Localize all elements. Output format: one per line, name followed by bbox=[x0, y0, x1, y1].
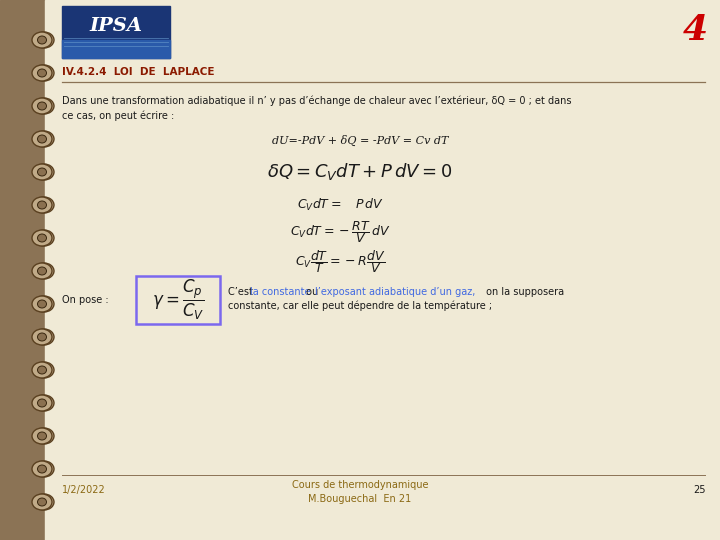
Ellipse shape bbox=[34, 131, 54, 147]
Text: l’exposant adiabatique d’un gaz,: l’exposant adiabatique d’un gaz, bbox=[315, 287, 475, 297]
Ellipse shape bbox=[34, 164, 54, 180]
Text: 4: 4 bbox=[683, 13, 708, 47]
Ellipse shape bbox=[34, 98, 54, 114]
Ellipse shape bbox=[32, 98, 52, 114]
Text: 25: 25 bbox=[694, 485, 706, 495]
Text: C’est: C’est bbox=[228, 287, 256, 297]
Ellipse shape bbox=[37, 168, 47, 176]
Ellipse shape bbox=[37, 234, 47, 242]
Text: constante, car elle peut dépendre de la température ;: constante, car elle peut dépendre de la … bbox=[228, 301, 492, 311]
Ellipse shape bbox=[34, 32, 54, 48]
Ellipse shape bbox=[37, 399, 47, 407]
Ellipse shape bbox=[37, 366, 47, 374]
Text: ou: ou bbox=[303, 287, 321, 297]
Ellipse shape bbox=[32, 230, 52, 246]
Ellipse shape bbox=[32, 197, 52, 213]
Text: IV.4.2.4  LOI  DE  LAPLACE: IV.4.2.4 LOI DE LAPLACE bbox=[62, 67, 215, 77]
Bar bbox=[62, 40, 170, 58]
Ellipse shape bbox=[37, 498, 47, 506]
Ellipse shape bbox=[32, 65, 52, 81]
Ellipse shape bbox=[37, 36, 47, 44]
Ellipse shape bbox=[34, 230, 54, 246]
Text: la constante: la constante bbox=[250, 287, 310, 297]
Bar bbox=[62, 6, 170, 58]
Ellipse shape bbox=[34, 395, 54, 411]
Ellipse shape bbox=[34, 461, 54, 477]
Ellipse shape bbox=[32, 296, 52, 312]
Bar bbox=[0, 0, 45, 540]
Text: $\gamma = \dfrac{C_p}{C_V}$: $\gamma = \dfrac{C_p}{C_V}$ bbox=[152, 278, 204, 322]
Ellipse shape bbox=[32, 395, 52, 411]
Text: Cours de thermodynamique
M.Bouguechal  En 21: Cours de thermodynamique M.Bouguechal En… bbox=[292, 480, 428, 504]
Ellipse shape bbox=[32, 32, 52, 48]
Text: on la supposera: on la supposera bbox=[483, 287, 564, 297]
Text: $\delta Q = C_V dT + P\, dV = 0$: $\delta Q = C_V dT + P\, dV = 0$ bbox=[267, 161, 453, 183]
Ellipse shape bbox=[34, 362, 54, 378]
Ellipse shape bbox=[34, 329, 54, 345]
Text: dU=-PdV + δQ = -PdV = Cv dT: dU=-PdV + δQ = -PdV = Cv dT bbox=[272, 134, 448, 146]
Ellipse shape bbox=[37, 465, 47, 473]
Ellipse shape bbox=[32, 329, 52, 345]
Ellipse shape bbox=[32, 131, 52, 147]
Text: $C_V dT = \quad P\, dV$: $C_V dT = \quad P\, dV$ bbox=[297, 197, 384, 213]
Ellipse shape bbox=[37, 69, 47, 77]
Ellipse shape bbox=[37, 432, 47, 440]
Ellipse shape bbox=[37, 201, 47, 209]
Text: $C_V dT = -\dfrac{RT}{V}\, dV$: $C_V dT = -\dfrac{RT}{V}\, dV$ bbox=[289, 219, 390, 245]
Ellipse shape bbox=[34, 65, 54, 81]
Text: $C_V \dfrac{dT}{T} = -R\dfrac{dV}{V}$: $C_V \dfrac{dT}{T} = -R\dfrac{dV}{V}$ bbox=[294, 248, 385, 275]
Ellipse shape bbox=[37, 333, 47, 341]
Ellipse shape bbox=[32, 428, 52, 444]
Ellipse shape bbox=[34, 263, 54, 279]
Ellipse shape bbox=[34, 296, 54, 312]
Ellipse shape bbox=[34, 428, 54, 444]
Ellipse shape bbox=[34, 197, 54, 213]
Text: Dans une transformation adiabatique il n’ y pas d’échange de chaleur avec l’exté: Dans une transformation adiabatique il n… bbox=[62, 95, 572, 121]
Ellipse shape bbox=[32, 362, 52, 378]
Ellipse shape bbox=[37, 135, 47, 143]
Text: 1/2/2022: 1/2/2022 bbox=[62, 485, 106, 495]
Ellipse shape bbox=[32, 461, 52, 477]
Ellipse shape bbox=[32, 164, 52, 180]
Ellipse shape bbox=[37, 300, 47, 308]
Ellipse shape bbox=[37, 267, 47, 275]
Text: On pose :: On pose : bbox=[62, 295, 109, 305]
Text: IPSA: IPSA bbox=[89, 17, 143, 35]
Ellipse shape bbox=[32, 263, 52, 279]
FancyBboxPatch shape bbox=[136, 276, 220, 324]
Ellipse shape bbox=[32, 494, 52, 510]
Ellipse shape bbox=[37, 102, 47, 110]
Ellipse shape bbox=[34, 494, 54, 510]
